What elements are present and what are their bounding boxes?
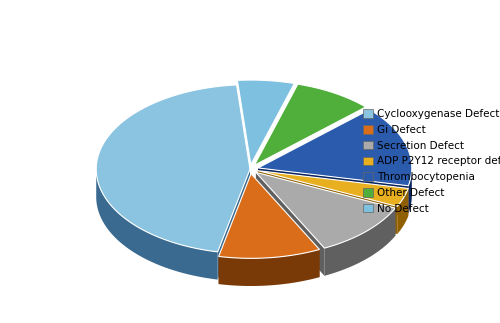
Polygon shape: [258, 171, 398, 234]
Polygon shape: [251, 174, 320, 277]
Polygon shape: [256, 172, 324, 276]
Polygon shape: [238, 80, 294, 165]
Polygon shape: [218, 169, 250, 280]
Polygon shape: [258, 171, 408, 206]
Polygon shape: [96, 171, 218, 280]
Legend: Cyclooxygenase Defect, Gi Defect, Secretion Defect, ADP P2Y12 receptor defect, T: Cyclooxygenase Defect, Gi Defect, Secret…: [364, 109, 500, 214]
Polygon shape: [218, 174, 251, 284]
Polygon shape: [218, 249, 320, 286]
Polygon shape: [96, 85, 250, 252]
Polygon shape: [258, 171, 408, 216]
Polygon shape: [218, 174, 320, 258]
Polygon shape: [258, 168, 408, 214]
Polygon shape: [254, 84, 366, 165]
Polygon shape: [408, 169, 412, 214]
Polygon shape: [258, 109, 412, 186]
Polygon shape: [398, 188, 408, 234]
Polygon shape: [324, 208, 396, 276]
Polygon shape: [256, 172, 396, 236]
Polygon shape: [256, 172, 396, 248]
